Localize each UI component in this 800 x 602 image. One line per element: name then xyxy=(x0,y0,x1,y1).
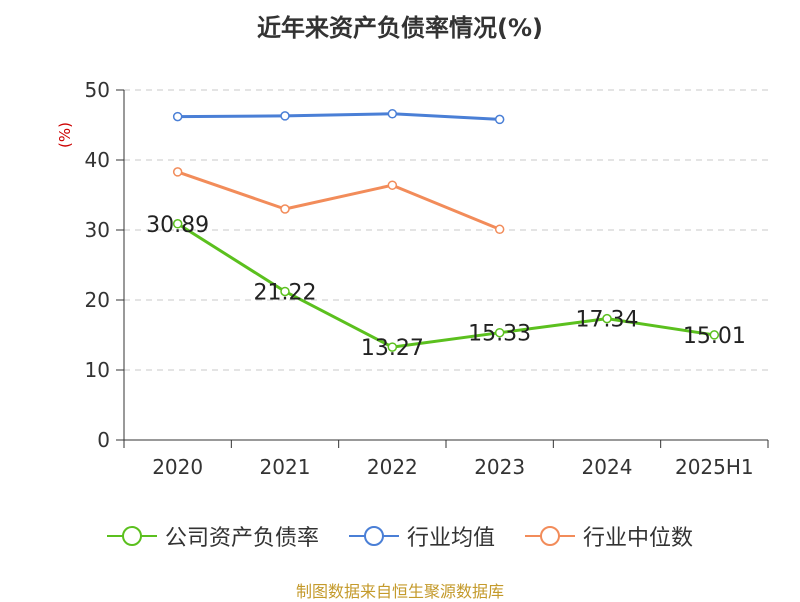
legend-label: 行业中位数 xyxy=(583,526,694,551)
data-label: 15.33 xyxy=(468,322,531,347)
data-point xyxy=(280,286,290,297)
series-lines xyxy=(172,109,720,352)
series-line-1 xyxy=(177,112,500,121)
grid-lines xyxy=(124,89,768,371)
x-tick-label: 2025H1 xyxy=(675,455,754,479)
data-point xyxy=(387,109,398,119)
x-tick-label: 2021 xyxy=(260,455,311,479)
data-point xyxy=(172,167,183,177)
chart-title: 近年来资产负债率情况(%) xyxy=(257,14,543,42)
data-label: 30.89 xyxy=(146,213,209,238)
data-label: 17.34 xyxy=(576,308,639,333)
legend-item[interactable]: 行业中位数 xyxy=(525,520,693,552)
y-tick-label: 40 xyxy=(85,148,110,172)
x-tick-label: 2023 xyxy=(474,455,525,479)
data-label: 13.27 xyxy=(361,336,424,361)
data-labels: 30.89 21.22 13.27 15.33 17.34 15.01 xyxy=(146,213,746,361)
data-point xyxy=(494,224,505,235)
data-point xyxy=(494,114,505,125)
data-point xyxy=(172,219,183,229)
y-tick-label: 20 xyxy=(85,288,110,312)
chart-legend: 公司资产负债率 行业均值 行业中位数 xyxy=(0,520,800,552)
axes: 0 10 20 30 40 50 2020 2021 2022 2023 2024 2025H1 xyxy=(85,78,769,479)
legend-item[interactable]: 行业均值 xyxy=(348,520,495,552)
y-tick-label: 10 xyxy=(85,358,110,382)
data-point xyxy=(387,342,398,352)
legend-label: 行业均值 xyxy=(406,526,495,551)
data-point xyxy=(280,204,290,214)
legend-marker-icon xyxy=(525,526,575,546)
data-label: 21.22 xyxy=(254,280,317,305)
data-point xyxy=(280,111,290,121)
data-point xyxy=(172,111,183,122)
y-tick-label: 0 xyxy=(97,428,110,452)
data-point xyxy=(602,313,612,324)
legend-marker-icon xyxy=(106,526,157,546)
x-tick-label: 2024 xyxy=(582,455,633,479)
x-tick-label: 2020 xyxy=(152,455,203,479)
data-point xyxy=(494,327,505,338)
legend-label: 公司资产负债率 xyxy=(164,526,319,551)
data-label: 15.01 xyxy=(683,324,746,349)
y-tick-label: 30 xyxy=(85,218,110,242)
series-line-2 xyxy=(177,170,501,231)
x-tick-label: 2022 xyxy=(367,455,418,479)
legend-marker-icon xyxy=(348,526,399,546)
series-line-0 xyxy=(176,222,715,349)
data-source-note: 制图数据来自恒生聚源数据库 xyxy=(295,582,504,601)
legend-item[interactable]: 公司资产负债率 xyxy=(106,520,319,552)
data-point xyxy=(387,180,398,190)
data-point xyxy=(709,330,720,340)
y-tick-label: 50 xyxy=(85,78,110,102)
